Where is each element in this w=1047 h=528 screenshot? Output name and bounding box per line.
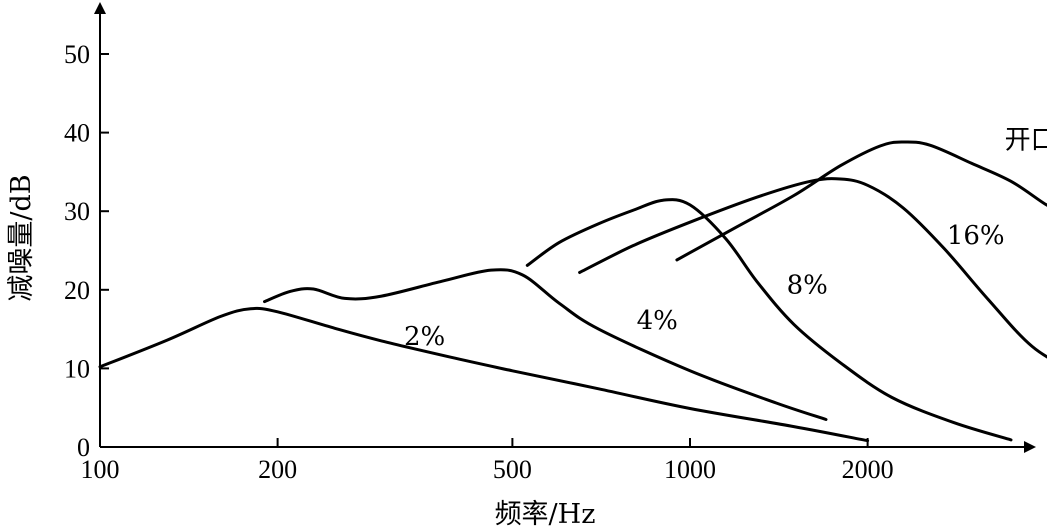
x-axis-title: 频率/Hz — [495, 499, 596, 528]
x-axis-ticks: 100200500100020005000 — [81, 438, 894, 484]
x-tick-label-500: 500 — [493, 455, 532, 484]
series-line-4 — [578, 177, 1047, 359]
y-tick-label-20: 20 — [64, 276, 90, 305]
series-label-5: 开口度45% — [1005, 125, 1047, 155]
y-tick-label-10: 10 — [64, 354, 90, 383]
series-group — [98, 140, 1047, 443]
y-tick-label-30: 30 — [64, 197, 90, 226]
x-tick-label-100: 100 — [81, 455, 120, 484]
y-tick-label-0: 0 — [77, 433, 90, 462]
series-line-1 — [98, 306, 870, 443]
series-label-2: 4% — [637, 306, 678, 336]
y-tick-label-50: 50 — [64, 40, 90, 69]
y-axis-title: 减噪量/dB — [6, 174, 37, 301]
series-label-1: 2% — [404, 322, 445, 352]
y-axis-ticks: 0 10 20 30 40 50 — [64, 40, 109, 462]
series-labels: 2% 4% 8% 16% 开口度45% — [404, 125, 1047, 352]
series-label-4: 16% — [947, 221, 1005, 251]
series-label-3: 8% — [787, 271, 828, 301]
series-line-5 — [675, 140, 1047, 262]
series-line-2 — [263, 268, 828, 421]
x-tick-label-200: 200 — [258, 455, 297, 484]
x-tick-label-1000: 1000 — [664, 455, 716, 484]
x-tick-label-2000: 2000 — [842, 455, 894, 484]
y-tick-label-40: 40 — [64, 119, 90, 148]
series-line-3 — [525, 198, 1013, 442]
